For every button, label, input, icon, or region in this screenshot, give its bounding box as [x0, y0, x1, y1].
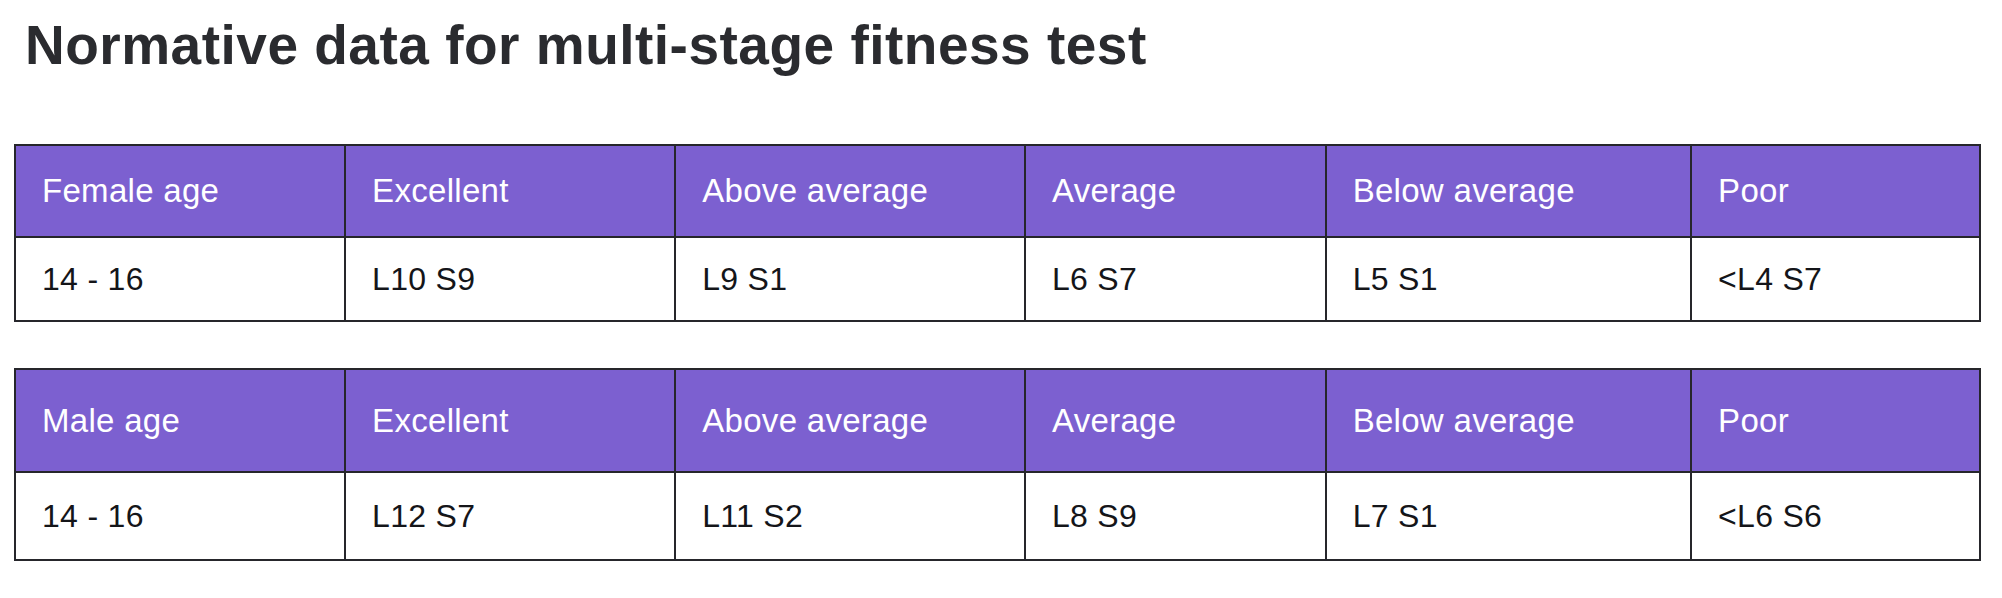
- header-cell-below-average: Below average: [1326, 145, 1691, 237]
- cell-excellent-score: L10 S9: [345, 237, 675, 321]
- cell-excellent-score: L12 S7: [345, 472, 675, 560]
- header-cell-average: Average: [1025, 369, 1326, 472]
- header-cell-above-average: Above average: [675, 369, 1025, 472]
- page-title: Normative data for multi-stage fitness t…: [25, 12, 2002, 78]
- header-cell-average: Average: [1025, 145, 1326, 237]
- cell-above-average-score: L11 S2: [675, 472, 1025, 560]
- female-norms-table: Female age Excellent Above average Avera…: [14, 144, 1981, 322]
- female-table-header-row: Female age Excellent Above average Avera…: [15, 145, 1980, 237]
- table-row: 14 - 16 L10 S9 L9 S1 L6 S7 L5 S1 <L4 S7: [15, 237, 1980, 321]
- header-cell-excellent: Excellent: [345, 369, 675, 472]
- header-cell-above-average: Above average: [675, 145, 1025, 237]
- header-cell-below-average: Below average: [1326, 369, 1691, 472]
- male-table-header-row: Male age Excellent Above average Average…: [15, 369, 1980, 472]
- cell-poor-score: <L4 S7: [1691, 237, 1980, 321]
- cell-poor-score: <L6 S6: [1691, 472, 1980, 560]
- header-cell-male-age: Male age: [15, 369, 345, 472]
- cell-average-score: L6 S7: [1025, 237, 1326, 321]
- header-cell-poor: Poor: [1691, 369, 1980, 472]
- cell-below-average-score: L5 S1: [1326, 237, 1691, 321]
- cell-age-range: 14 - 16: [15, 237, 345, 321]
- header-cell-poor: Poor: [1691, 145, 1980, 237]
- page: Normative data for multi-stage fitness t…: [0, 12, 2002, 598]
- male-norms-table: Male age Excellent Above average Average…: [14, 368, 1981, 561]
- cell-age-range: 14 - 16: [15, 472, 345, 560]
- header-cell-excellent: Excellent: [345, 145, 675, 237]
- cell-above-average-score: L9 S1: [675, 237, 1025, 321]
- cell-below-average-score: L7 S1: [1326, 472, 1691, 560]
- table-row: 14 - 16 L12 S7 L11 S2 L8 S9 L7 S1 <L6 S6: [15, 472, 1980, 560]
- cell-average-score: L8 S9: [1025, 472, 1326, 560]
- header-cell-female-age: Female age: [15, 145, 345, 237]
